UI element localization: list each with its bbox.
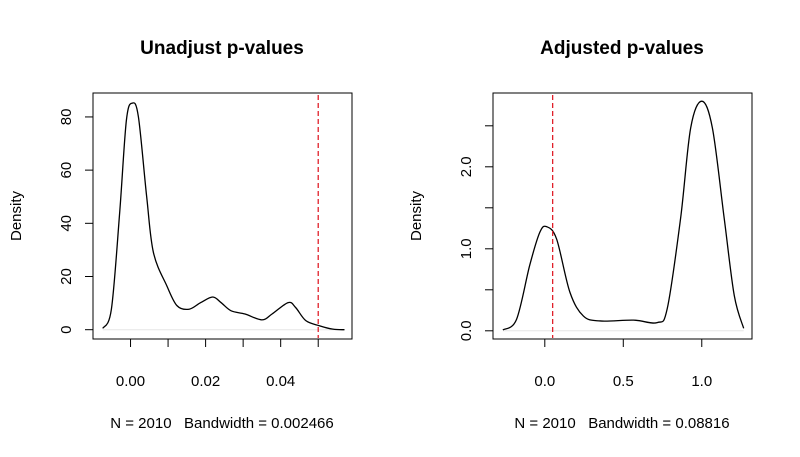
- x-tick-label: 0.04: [266, 373, 295, 390]
- y-tick-label: 1.0: [458, 238, 475, 259]
- x-tick-label: 0.02: [191, 373, 220, 390]
- panel-adjusted: Adjusted p-values N = 2010 Bandwidth = 0…: [408, 38, 753, 432]
- y-axis-label: Density: [8, 190, 25, 241]
- y-tick-label: 80: [58, 109, 75, 126]
- x-tick-label: 0.5: [613, 373, 634, 390]
- density-curve: [502, 100, 745, 331]
- y-tick-label: 60: [58, 162, 75, 179]
- panel-unadjusted: Unadjust p-values N = 2010 Bandwidth = 0…: [8, 38, 353, 432]
- x-axis-label: N = 2010 Bandwidth = 0.08816: [514, 415, 729, 432]
- density-curve: [102, 102, 345, 331]
- x-axis-label: N = 2010 Bandwidth = 0.002466: [110, 415, 334, 432]
- y-tick-label: 2.0: [458, 156, 475, 177]
- y-tick-label: 20: [58, 268, 75, 285]
- x-tick-label: 0.0: [534, 373, 555, 390]
- y-tick-label: 0.0: [458, 320, 475, 341]
- y-tick-label: 0: [58, 326, 75, 334]
- chart-title: Adjusted p-values: [540, 38, 704, 59]
- plot-frame: [492, 92, 753, 340]
- plot-frame: [92, 92, 353, 340]
- x-tick-label: 1.0: [691, 373, 712, 390]
- chart-title: Unadjust p-values: [140, 38, 304, 59]
- y-tick-label: 40: [58, 215, 75, 232]
- x-tick-label: 0.00: [116, 373, 145, 390]
- y-axis-label: Density: [408, 190, 425, 241]
